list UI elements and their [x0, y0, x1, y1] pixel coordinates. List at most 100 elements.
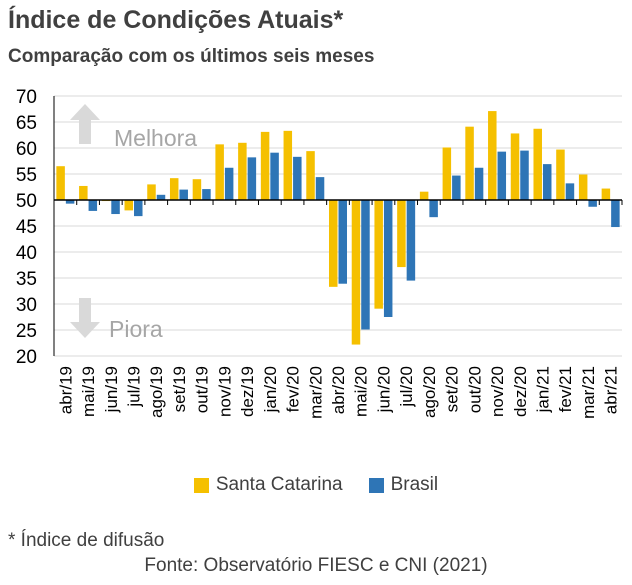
bar-santa-catarina — [397, 200, 406, 268]
footnote: * Índice de difusão — [8, 530, 165, 551]
x-tick-label: jan/21 — [533, 366, 552, 413]
annotation-arrows — [70, 104, 100, 338]
bars — [56, 111, 620, 345]
bar-santa-catarina — [351, 200, 361, 345]
bar-brasil — [270, 152, 279, 200]
legend-item-brasil: Brasil — [368, 474, 439, 496]
bar-santa-catarina — [238, 142, 247, 200]
legend: Santa Catarina Brasil — [0, 474, 632, 496]
x-tick-label: fev/21 — [556, 366, 575, 412]
legend-item-santa-catarina: Santa Catarina — [193, 474, 343, 496]
bar-brasil — [338, 200, 347, 284]
bar-santa-catarina — [79, 185, 88, 200]
bar-santa-catarina — [578, 174, 588, 200]
bar-brasil — [452, 175, 461, 200]
annotation-melhora: Melhora — [114, 125, 197, 151]
bar-brasil — [111, 200, 120, 215]
x-axis-tick-labels: abr/19 mai/19 jun/19 jul/19 ago/19 set/19 out/… — [56, 366, 620, 419]
y-tick-label: 20 — [16, 347, 37, 368]
y-tick-label: 25 — [16, 321, 37, 342]
x-tick-label: mai/20 — [352, 366, 371, 417]
x-tick-label: mar/21 — [579, 366, 598, 419]
y-tick-label: 65 — [16, 113, 37, 134]
x-tick-label: abr/19 — [56, 366, 75, 414]
legend-label-santa-catarina: Santa Catarina — [215, 474, 343, 495]
bar-brasil — [588, 200, 597, 207]
y-tick-label: 35 — [16, 269, 37, 290]
y-tick-label: 50 — [16, 191, 37, 212]
bar-santa-catarina — [147, 184, 156, 200]
bar-brasil — [247, 157, 257, 200]
x-tick-label: fev/20 — [284, 366, 303, 412]
x-tick-label: nov/20 — [488, 366, 507, 417]
bar-brasil — [406, 200, 416, 281]
x-tick-label: jan/20 — [261, 366, 280, 413]
bar-brasil — [497, 151, 507, 200]
chart-title: Índice de Condições Atuais* — [8, 6, 344, 34]
chart-subtitle: Comparação com os últimos seis meses — [8, 46, 375, 67]
bar-brasil — [383, 200, 393, 317]
x-tick-label: mai/19 — [79, 366, 98, 417]
bar-brasil — [429, 200, 438, 218]
bar-brasil — [202, 189, 211, 200]
x-tick-label: set/19 — [170, 366, 189, 412]
bar-santa-catarina — [169, 178, 179, 200]
bar-brasil — [134, 200, 143, 217]
bar-brasil — [156, 194, 166, 200]
y-tick-label: 45 — [16, 217, 37, 238]
bar-brasil — [179, 189, 188, 200]
source-note: Fonte: Observatório FIESC e CNI (2021) — [144, 555, 488, 576]
grid-lines — [54, 95, 622, 357]
bar-santa-catarina — [124, 200, 134, 211]
x-tick-label: set/20 — [443, 366, 462, 412]
bar-brasil — [315, 177, 325, 200]
y-tick-label: 30 — [16, 295, 37, 316]
bar-santa-catarina — [283, 130, 293, 200]
x-tick-label: abr/21 — [602, 366, 621, 414]
down-arrow-icon — [70, 298, 100, 338]
bar-santa-catarina — [306, 151, 315, 200]
x-tick-label: out/20 — [465, 366, 484, 413]
x-tick-label: jul/19 — [125, 366, 144, 408]
bar-brasil — [520, 150, 529, 200]
bar-santa-catarina — [533, 128, 542, 200]
up-arrow-icon — [70, 104, 100, 144]
x-tick-label: dez/19 — [238, 366, 257, 417]
bar-santa-catarina — [215, 144, 224, 200]
bar-brasil — [542, 164, 552, 200]
bar-santa-catarina — [56, 166, 65, 200]
annotation-piora: Piora — [109, 316, 163, 342]
legend-swatch-brasil — [368, 477, 384, 493]
bar-santa-catarina — [374, 200, 383, 309]
bar-brasil — [293, 156, 302, 200]
x-tick-label: ago/19 — [147, 366, 166, 418]
x-tick-label: ago/20 — [420, 366, 439, 418]
x-tick-label: dez/20 — [511, 366, 530, 417]
bar-santa-catarina — [601, 188, 611, 200]
x-tick-label: mar/20 — [306, 366, 325, 419]
bar-santa-catarina — [556, 149, 565, 200]
y-tick-label: 40 — [16, 243, 37, 264]
bar-brasil — [474, 167, 484, 200]
x-tick-label: jun/19 — [102, 366, 121, 413]
x-tick-label: abr/20 — [329, 366, 348, 414]
axes — [53, 96, 623, 356]
bar-santa-catarina — [419, 191, 429, 200]
x-tick-label: jul/20 — [397, 366, 416, 408]
bar-santa-catarina — [465, 126, 474, 200]
y-tick-label: 70 — [16, 87, 37, 108]
x-tick-label: out/19 — [193, 366, 212, 413]
bar-brasil — [65, 200, 75, 204]
bar-chart: 20 25 30 35 40 45 50 55 60 65 70 Melhora Piora abr… — [16, 87, 623, 419]
bar-brasil — [611, 200, 620, 228]
bar-santa-catarina — [488, 111, 497, 200]
y-tick-label: 55 — [16, 165, 37, 186]
bar-brasil — [224, 167, 234, 200]
bar-brasil — [88, 200, 98, 211]
bar-santa-catarina — [510, 133, 520, 200]
bar-brasil — [361, 200, 370, 330]
x-tick-label: jun/20 — [374, 366, 393, 413]
legend-swatch-santa-catarina — [193, 477, 209, 493]
y-axis-tick-labels: 20 25 30 35 40 45 50 55 60 65 70 — [16, 87, 37, 368]
legend-label-brasil: Brasil — [390, 474, 439, 495]
